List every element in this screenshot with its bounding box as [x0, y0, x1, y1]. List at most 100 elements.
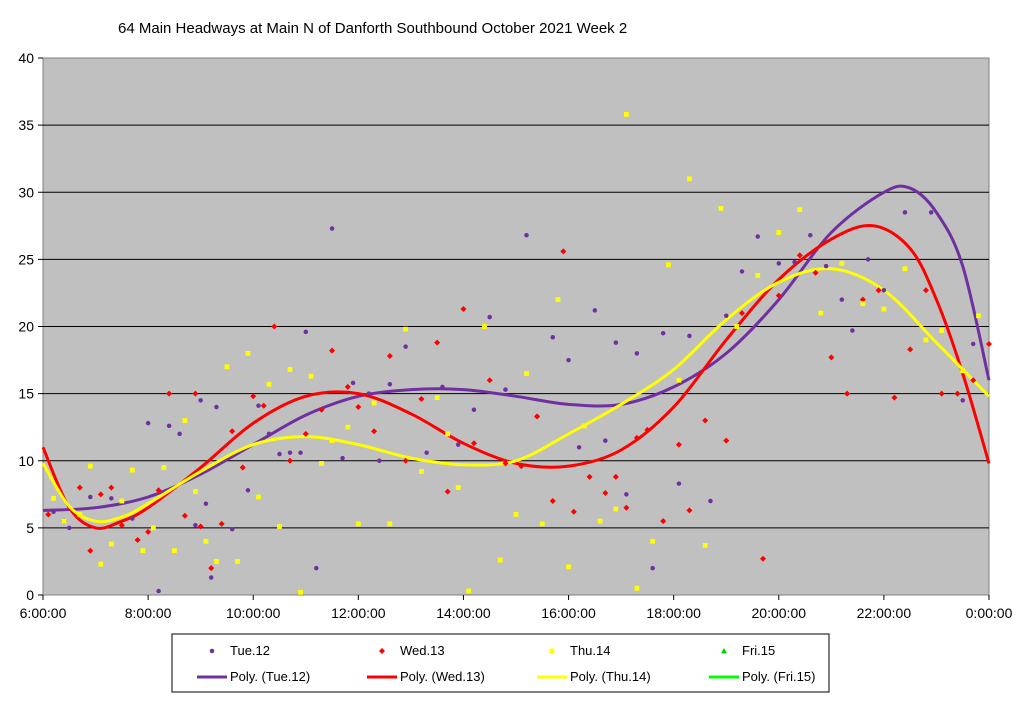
- point-wed-13: [239, 464, 246, 471]
- point-wed-13: [623, 504, 630, 511]
- point-wed-13: [434, 339, 441, 346]
- point-tue-12: [792, 259, 797, 265]
- point-wed-13: [486, 377, 493, 384]
- point-thu-14: [939, 328, 945, 333]
- point-thu-14: [171, 548, 177, 554]
- point-thu-14: [755, 273, 761, 278]
- point-wed-13: [444, 488, 451, 495]
- point-tue-12: [676, 481, 682, 486]
- point-tue-12: [193, 522, 198, 528]
- legend-label-tue-12: Tue.12: [230, 643, 270, 658]
- point-tue-12: [881, 288, 887, 293]
- point-wed-13: [602, 489, 609, 496]
- point-tue-12: [366, 391, 372, 396]
- point-tue-12: [340, 455, 345, 461]
- legend-marker-tue-12: [209, 648, 215, 654]
- point-tue-12: [403, 344, 408, 349]
- point-thu-14: [203, 538, 209, 544]
- trendline-poly-wed-13: [41, 224, 991, 530]
- point-wed-13: [155, 487, 162, 494]
- legend-label-poly-thu-14: Poly. (Thu.14): [570, 669, 651, 684]
- point-thu-14: [797, 207, 803, 213]
- point-wed-13: [723, 437, 730, 444]
- point-thu-14: [566, 564, 571, 570]
- point-wed-13: [812, 269, 819, 276]
- point-tue-12: [208, 575, 214, 580]
- legend-marker-fri-15: [721, 648, 727, 654]
- point-tue-12: [314, 565, 319, 571]
- point-tue-12: [377, 458, 382, 463]
- point-tue-12: [130, 516, 135, 521]
- point-thu-14: [214, 559, 219, 564]
- legend-label-poly-wed-13: Poly. (Wed.13): [400, 669, 485, 684]
- point-wed-13: [260, 402, 267, 409]
- point-tue-12: [109, 496, 114, 501]
- point-thu-14: [287, 367, 293, 372]
- point-wed-13: [418, 395, 425, 402]
- point-tue-12: [739, 269, 745, 274]
- point-wed-13: [828, 354, 835, 361]
- point-tue-12: [624, 492, 629, 497]
- y-tick-label: 0: [26, 587, 34, 603]
- point-tue-12: [650, 565, 655, 571]
- point-thu-14: [860, 301, 866, 307]
- point-wed-13: [45, 511, 52, 518]
- point-thu-14: [676, 377, 682, 383]
- point-wed-13: [633, 434, 640, 441]
- point-thu-14: [881, 306, 887, 312]
- point-thu-14: [61, 518, 67, 524]
- point-tue-12: [524, 232, 529, 238]
- point-thu-14: [51, 495, 56, 501]
- point-wed-13: [954, 390, 961, 397]
- point-thu-14: [150, 525, 156, 531]
- point-tue-12: [51, 509, 56, 515]
- point-thu-14: [319, 461, 324, 466]
- point-wed-13: [318, 406, 325, 413]
- point-thu-14: [108, 541, 114, 547]
- point-thu-14: [224, 364, 230, 370]
- point-wed-13: [675, 441, 682, 448]
- point-wed-13: [796, 252, 803, 259]
- point-tue-12: [823, 263, 829, 269]
- point-wed-13: [108, 484, 115, 491]
- point-wed-13: [518, 463, 525, 470]
- point-thu-14: [818, 310, 824, 316]
- point-tue-12: [387, 381, 393, 387]
- point-tue-12: [214, 404, 219, 410]
- point-wed-13: [208, 565, 215, 572]
- point-tue-12: [245, 488, 251, 493]
- point-thu-14: [902, 266, 908, 272]
- legend-label-poly-fri-15: Poly. (Fri.15): [742, 669, 815, 684]
- point-thu-14: [140, 548, 146, 554]
- axes: 0 5 10 15 20 25 30 35 40 6:00:00 8:00:00 10:00:00 12…: [18, 50, 1012, 621]
- point-thu-14: [434, 395, 440, 401]
- point-wed-13: [970, 377, 977, 384]
- point-thu-14: [98, 561, 104, 567]
- x-tick-label: 20:00:00: [752, 605, 807, 621]
- point-wed-13: [271, 323, 278, 330]
- point-wed-13: [760, 555, 767, 562]
- point-tue-12: [592, 308, 598, 313]
- x-tick-label: 0:00:00: [966, 605, 1013, 621]
- point-thu-14: [256, 494, 261, 500]
- point-wed-13: [570, 508, 577, 515]
- point-thu-14: [666, 262, 671, 268]
- point-thu-14: [193, 489, 198, 495]
- point-tue-12: [298, 450, 303, 455]
- point-thu-14: [581, 423, 587, 429]
- point-tue-12: [660, 330, 666, 336]
- legend-label-wed-13: Wed.13: [400, 643, 445, 658]
- point-tue-12: [776, 261, 782, 266]
- point-tue-12: [156, 588, 161, 594]
- point-wed-13: [686, 507, 693, 514]
- point-wed-13: [97, 491, 104, 498]
- point-tue-12: [970, 341, 976, 347]
- legend-label-fri-15: Fri.15: [742, 643, 775, 658]
- point-thu-14: [419, 469, 424, 474]
- trendlines: [41, 184, 991, 530]
- point-tue-12: [67, 525, 72, 531]
- point-tue-12: [550, 334, 556, 340]
- point-wed-13: [329, 347, 336, 354]
- legend-marker-wed-13: [379, 648, 385, 654]
- point-thu-14: [371, 400, 377, 406]
